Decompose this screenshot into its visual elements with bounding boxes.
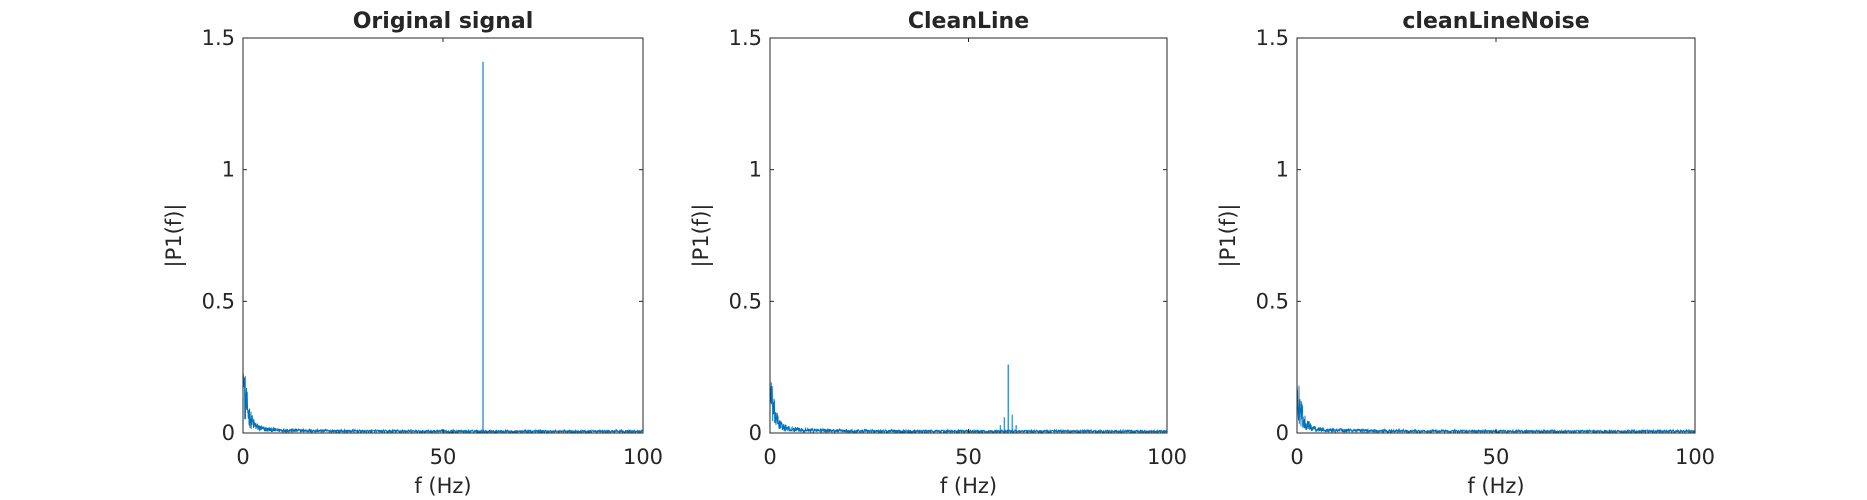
y-tick-label: 1 <box>1276 158 1289 182</box>
x-tick-label: 0 <box>1290 445 1303 469</box>
x-tick-label: 50 <box>1483 445 1510 469</box>
y-tick-label: 1.5 <box>202 26 235 50</box>
subplot-1: 0 0.5 1 1.5 0 50 100 Original signal f (Hz) |P1(f… <box>162 9 663 498</box>
axes-box <box>1296 37 1696 434</box>
x-axis-label: f (Hz) <box>414 474 471 498</box>
x-tick-label: 0 <box>236 445 249 469</box>
y-tick-label: 0 <box>222 421 235 445</box>
y-tick-label: 0.5 <box>202 289 235 313</box>
y-tick-label: 0 <box>1276 421 1289 445</box>
y-tick-label: 1.5 <box>1256 26 1289 50</box>
x-tick-label: 100 <box>1147 445 1187 469</box>
y-tick-label: 0.5 <box>729 289 762 313</box>
subplot-title: Original signal <box>353 9 534 34</box>
x-tick-label: 0 <box>763 445 776 469</box>
x-tick-label: 100 <box>623 445 663 469</box>
axes-box <box>769 37 1168 434</box>
axes-box <box>242 37 644 434</box>
y-axis-label: |P1(f)| <box>689 204 714 268</box>
x-tick-label: 100 <box>1675 445 1715 469</box>
subplot-title: CleanLine <box>908 9 1029 34</box>
x-axis-label: f (Hz) <box>1467 474 1524 498</box>
y-tick-label: 0 <box>749 421 762 445</box>
x-tick-label: 50 <box>430 445 457 469</box>
y-tick-label: 1.5 <box>729 26 762 50</box>
subplot-title: cleanLineNoise <box>1402 9 1589 34</box>
subplot-3: 0 0.5 1 1.5 0 50 100 cleanLineNoise f (Hz) |P1(f)… <box>1216 9 1715 498</box>
y-axis-label: |P1(f)| <box>162 204 187 268</box>
x-axis-label: f (Hz) <box>940 474 997 498</box>
spectrum-series <box>1296 383 1696 435</box>
y-tick-label: 1 <box>749 158 762 182</box>
spectrum-series <box>769 382 1168 435</box>
subplot-2: 0 0.5 1 1.5 0 50 100 CleanLine f (Hz) |P1(f)| <box>689 9 1187 498</box>
x-tick-label: 50 <box>955 445 982 469</box>
y-tick-label: 0.5 <box>1256 289 1289 313</box>
spectrum-series <box>242 373 644 435</box>
y-axis-label: |P1(f)| <box>1216 204 1241 268</box>
y-tick-label: 1 <box>222 158 235 182</box>
